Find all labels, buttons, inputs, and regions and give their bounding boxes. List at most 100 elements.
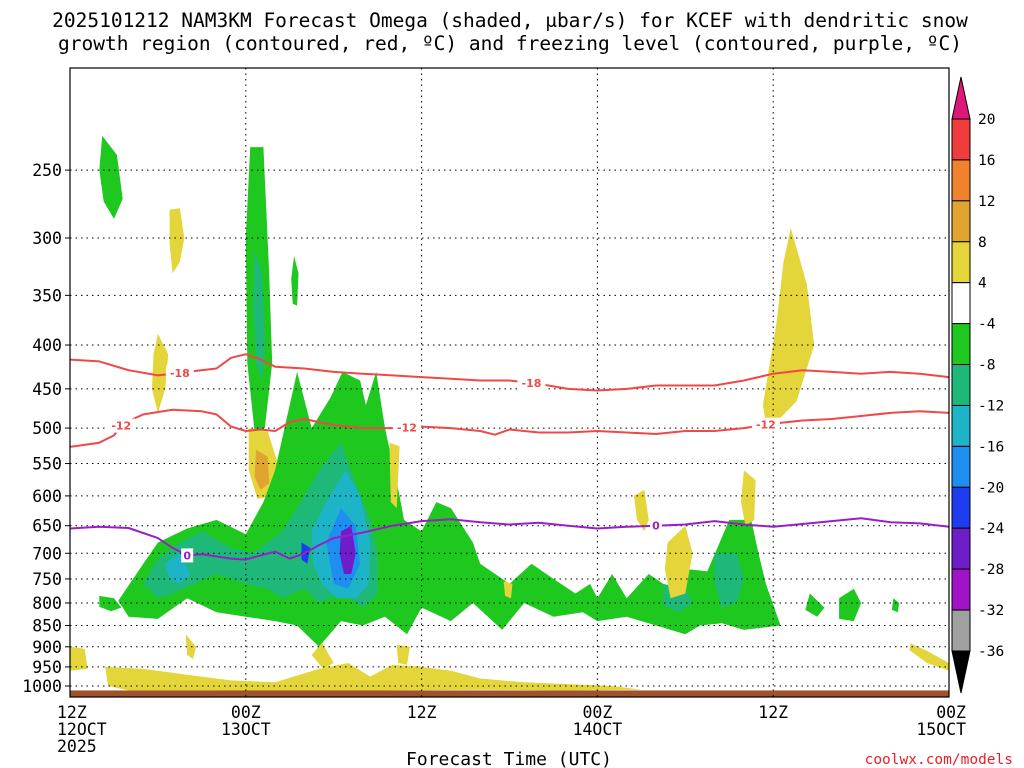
colorbar: 20 16 12 8 4 -4 -8 -12 -16 -20 -24 -28 -32 -36 (951, 76, 1004, 694)
terrain-layer (70, 690, 949, 697)
contour-label-bg (107, 418, 136, 433)
y-tick-label: 350 (32, 286, 62, 305)
terrain-band (70, 690, 949, 697)
colorbar-tick-label: -20 (978, 480, 1004, 496)
omega-region (169, 208, 185, 274)
omega-region (805, 593, 825, 617)
contour-label-bg (517, 376, 546, 391)
omega-region (253, 250, 265, 381)
y-tick-label: 500 (32, 419, 62, 438)
contour-label-bg (650, 518, 662, 533)
y-tick-label: 300 (32, 229, 62, 248)
plot-frame (69, 67, 950, 698)
colorbar-box (951, 445, 971, 488)
omega-region (839, 588, 862, 622)
y-tick-label: 1000 (22, 677, 62, 696)
omega-region (396, 644, 410, 665)
colorbar-box (951, 527, 971, 570)
contour-label: 0 (183, 549, 191, 562)
omega-region (165, 553, 191, 584)
omega-region (891, 598, 900, 613)
x-tick-label: 13OCT (221, 720, 271, 739)
colorbar-box (951, 159, 971, 202)
colorbar-box (951, 200, 971, 243)
omega-region (389, 442, 400, 509)
x-tick-label: 00Z (582, 703, 612, 722)
colorbar-box (951, 404, 971, 447)
x-tick-label: 2025 (57, 737, 97, 756)
contour-line (70, 517, 949, 561)
colorbar-tick-label: -24 (978, 521, 1004, 537)
y-tick-label: 650 (32, 517, 62, 536)
omega-region (634, 489, 649, 532)
omega-region (503, 581, 513, 599)
contour-label: -18 (170, 367, 190, 380)
colorbar-tick-label: -28 (978, 562, 1004, 578)
credit: coolwx.com/models (865, 752, 1013, 768)
y-tick-label: 250 (32, 161, 62, 180)
y-tick-label: 950 (32, 658, 62, 677)
omega-region (339, 525, 356, 574)
x-tick-label: 12Z (57, 703, 87, 722)
title-line-2: growth region (contoured, red, ºC) and f… (58, 32, 962, 55)
y-tick-label: 750 (32, 570, 62, 589)
colorbar-tick-label: -12 (978, 398, 1004, 414)
grid (69, 68, 950, 697)
colorbar-tick-label: 4 (978, 276, 987, 292)
omega-shading (70, 135, 949, 692)
colorbar-tick-label: 12 (978, 194, 995, 210)
colorbar-box (951, 609, 971, 652)
y-tick-label: 450 (32, 380, 62, 399)
x-tick-label: 00Z (231, 703, 261, 722)
contour-label: -12 (756, 419, 776, 432)
contour-label: 0 (652, 520, 660, 533)
contour-label-bg (751, 417, 780, 432)
colorbar-box (951, 241, 971, 284)
contour-label-bg (181, 548, 194, 563)
colorbar-bottom-arrow (951, 650, 971, 694)
x-tick-label: 12OCT (57, 720, 107, 739)
colorbar-box (951, 282, 971, 325)
colorbar-tick-label: -4 (978, 317, 996, 333)
omega-region (745, 563, 765, 622)
colorbar-tick-label: 8 (978, 235, 987, 251)
colorbar-box (951, 323, 971, 366)
contour-label: -12 (111, 420, 131, 433)
x-tick-label: 14OCT (573, 720, 623, 739)
omega-region (99, 595, 122, 612)
y-tick-label: 850 (32, 617, 62, 636)
x-tick-label: 15OCT (916, 720, 966, 739)
colorbar-box (951, 568, 971, 611)
colorbar-tick-label: -8 (978, 358, 995, 374)
omega-region (741, 470, 756, 526)
contour-label-bg (165, 365, 194, 380)
omega-region (152, 333, 169, 413)
colorbar-top-arrow (951, 76, 971, 120)
colorbar-tick-label: -16 (978, 439, 1004, 455)
omega-region (909, 643, 949, 671)
colorbar-box (951, 486, 971, 529)
x-tick-label: 12Z (407, 703, 437, 722)
omega-region (291, 256, 299, 306)
omega-region (70, 646, 88, 671)
colorbar-box (951, 364, 971, 406)
omega-region (762, 227, 815, 432)
omega-region (185, 634, 196, 659)
contour-label: -12 (397, 421, 417, 434)
omega-region (99, 135, 123, 219)
colorbar-box (951, 118, 971, 161)
x-tick-label: 00Z (936, 703, 966, 722)
omega-region (440, 519, 473, 599)
y-tick-label: 800 (32, 594, 62, 613)
colorbar-tick-label: 20 (978, 112, 995, 128)
colorbar-tick-label: 16 (978, 153, 995, 169)
omega-region (254, 449, 270, 490)
omega-region (105, 663, 642, 692)
contour-label-bg (392, 420, 421, 435)
y-tick-label: 400 (32, 336, 62, 355)
y-tick-label: 700 (32, 544, 62, 563)
y-tick-label: 600 (32, 487, 62, 506)
colorbar-tick-label: -36 (978, 644, 1004, 660)
